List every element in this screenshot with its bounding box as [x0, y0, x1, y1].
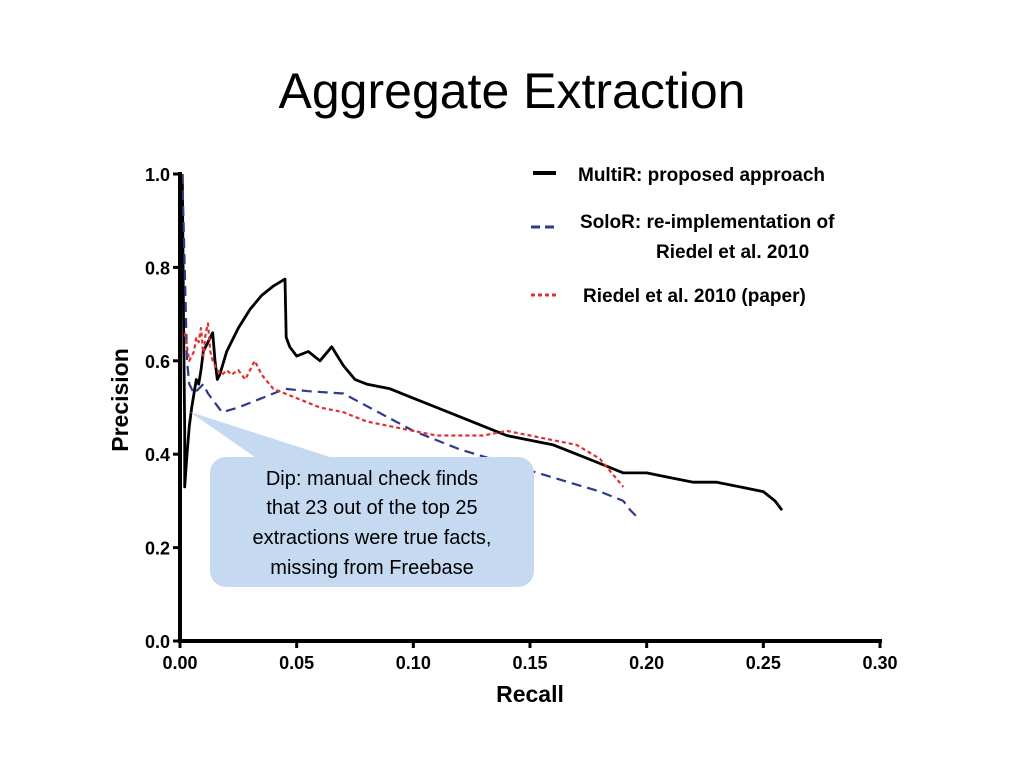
legend-label-riedel: Riedel et al. 2010 (paper): [583, 286, 806, 307]
x-tick-label: 0.15: [512, 653, 547, 673]
y-tick-label: 0.4: [145, 445, 170, 465]
legend-label-multir: MultiR: proposed approach: [578, 165, 825, 186]
callout-line-3: extractions were true facts,: [253, 527, 492, 549]
dip-callout: Dip: manual check finds that 23 out of t…: [190, 412, 534, 587]
y-tick-label: 0.6: [145, 352, 170, 372]
callout-box: [210, 457, 534, 587]
x-tick-label: 0.20: [629, 653, 664, 673]
callout-pointer: [190, 412, 330, 462]
legend-label-solor-1: SoloR: re-implementation of: [580, 212, 835, 233]
series-riedel-line: [183, 322, 625, 488]
callout-line-4: missing from Freebase: [270, 557, 473, 579]
series-solor-line: [181, 173, 639, 518]
series-layer: [180, 173, 784, 518]
x-axis-title: Recall: [496, 681, 564, 707]
slide-title: Aggregate Extraction: [278, 63, 746, 119]
y-tick-label: 0.0: [145, 632, 170, 652]
x-tick-label: 0.05: [279, 653, 314, 673]
callout-line-2: that 23 out of the top 25: [266, 497, 477, 519]
legend-label-solor-2: Riedel et al. 2010: [656, 242, 809, 263]
callout-line-1: Dip: manual check finds: [266, 468, 478, 490]
x-tick-label: 0.25: [746, 653, 781, 673]
y-tick-label: 0.8: [145, 258, 170, 278]
legend: MultiR: proposed approach SoloR: re-impl…: [531, 165, 835, 307]
x-tick-label: 0.10: [396, 653, 431, 673]
x-tick-label: 0.00: [162, 653, 197, 673]
y-axis-title: Precision: [107, 348, 133, 452]
ticks-layer: 0.00 0.05 0.10 0.15 0.20 0.25 0.30 0.0 0.2 0.4 0.6…: [145, 165, 898, 673]
y-tick-label: 1.0: [145, 165, 170, 185]
x-tick-label: 0.30: [862, 653, 897, 673]
y-tick-label: 0.2: [145, 539, 170, 559]
series-multir-line: [180, 173, 784, 512]
